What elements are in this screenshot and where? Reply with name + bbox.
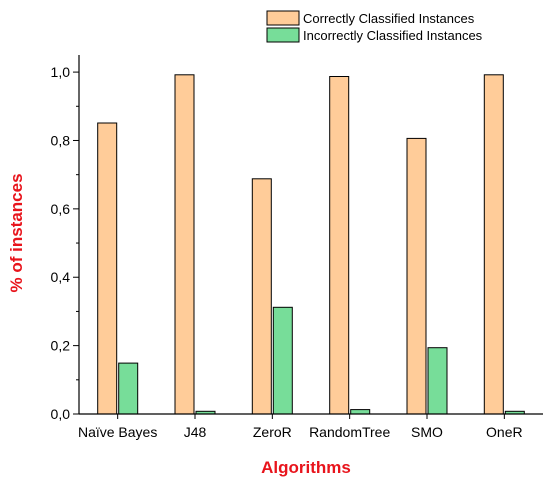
y-tick-label-4: 0,8 xyxy=(51,132,71,148)
x-tick-label-2: ZeroR xyxy=(253,424,292,440)
legend-label-incorrect: Incorrectly Classified Instances xyxy=(303,28,483,43)
x-axis-title: Algorithms xyxy=(261,458,351,477)
x-tick-label-3: RandomTree xyxy=(309,424,390,440)
x-tick-label-0: Naïve Bayes xyxy=(78,424,157,440)
legend-swatch-incorrect xyxy=(266,27,300,43)
legend-swatch-correct xyxy=(266,10,300,26)
y-tick-label-5: 1,0 xyxy=(51,64,71,80)
bar-incorrect-3 xyxy=(350,409,371,415)
plot-area: 0,0 0,2 0,4 0,6 0,8 1,0 Naïve Bayes J48 ZeroR Ran… xyxy=(51,55,543,440)
y-tick-label-1: 0,2 xyxy=(51,338,71,354)
bar-correct-5 xyxy=(483,74,504,415)
x-tick-label-5: OneR xyxy=(486,424,523,440)
y-tick-label-2: 0,4 xyxy=(51,269,71,285)
y-axis-title: % of instances xyxy=(7,173,26,292)
y-tick-label-3: 0,6 xyxy=(51,201,71,217)
bar-correct-3 xyxy=(329,76,350,415)
bar-incorrect-0 xyxy=(118,362,139,415)
x-tick-label-1: J48 xyxy=(184,424,207,440)
bar-correct-4 xyxy=(406,137,427,415)
y-tick-label-0: 0,0 xyxy=(51,406,71,422)
bar-incorrect-4 xyxy=(427,347,448,415)
bar-correct-1 xyxy=(174,74,195,415)
legend-label-correct: Correctly Classified Instances xyxy=(303,11,475,26)
bar-correct-0 xyxy=(97,122,118,415)
x-tick-label-4: SMO xyxy=(411,424,443,440)
bar-correct-2 xyxy=(251,178,272,415)
bar-incorrect-2 xyxy=(272,306,293,415)
legend: Correctly Classified Instances Incorrect… xyxy=(266,10,483,43)
